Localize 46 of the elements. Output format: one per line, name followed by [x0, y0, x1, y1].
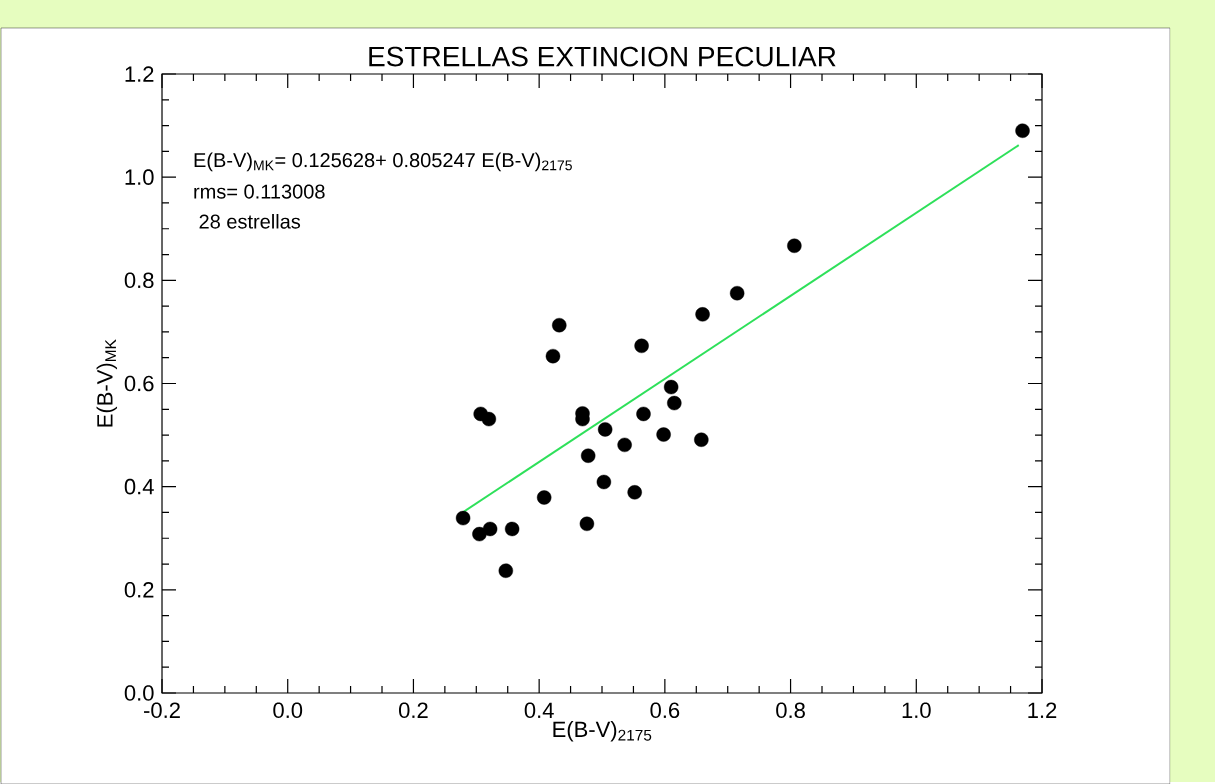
point — [634, 338, 649, 353]
y-tick-label: 0.6 — [124, 375, 154, 392]
point — [617, 437, 632, 452]
annotation: rms= 0.113008 — [194, 184, 325, 199]
annotation: 28 estrellas — [199, 213, 301, 229]
x-axis-title: E(B-V)$_{2175}$ — [553, 720, 652, 742]
point — [636, 406, 651, 422]
x-tick-label: 0.6 — [650, 702, 680, 719]
point — [482, 521, 498, 537]
point — [656, 427, 671, 442]
point — [552, 317, 567, 333]
point — [663, 379, 679, 395]
chart-title: ESTRELLAS EXTINCION PECULIAR — [369, 46, 836, 67]
point — [597, 422, 613, 437]
point — [481, 411, 497, 427]
point — [504, 521, 520, 537]
point — [627, 485, 642, 500]
y-axis-title: E(B-V)$_{MK}$ — [96, 339, 118, 427]
point — [1015, 123, 1030, 138]
point — [694, 432, 709, 447]
point — [498, 563, 514, 578]
point — [667, 395, 682, 411]
point — [580, 448, 596, 463]
y-tick-label: 0.2 — [124, 581, 154, 598]
y-tick-label: 0.0 — [124, 685, 154, 701]
x-tick-label: 0.4 — [524, 702, 554, 719]
point — [596, 474, 612, 490]
x-tick-label: 0.2 — [399, 702, 428, 719]
annotation: E(B-V)$_{MK}$= 0.125628+ 0.805247 E(B-V)$_{2175}$ — [194, 152, 572, 172]
x-tick-label: 0.8 — [776, 702, 805, 719]
x-tick-label: 1.2 — [1028, 702, 1057, 718]
point — [695, 307, 710, 322]
x-tick-label: 1.0 — [902, 702, 931, 719]
point — [455, 510, 471, 526]
y-tick-label: 1.2 — [125, 66, 154, 82]
point — [579, 516, 595, 531]
y-tick-label: 1.0 — [125, 169, 154, 185]
point — [545, 348, 561, 364]
point — [729, 285, 745, 301]
y-tick-label: 0.4 — [124, 478, 154, 495]
point — [472, 526, 487, 542]
x-tick-label: 0.0 — [273, 702, 303, 719]
point — [536, 490, 552, 505]
x-tick-label: -0.2 — [144, 702, 180, 719]
y-tick-label: 0.8 — [124, 272, 154, 289]
point — [787, 238, 802, 253]
